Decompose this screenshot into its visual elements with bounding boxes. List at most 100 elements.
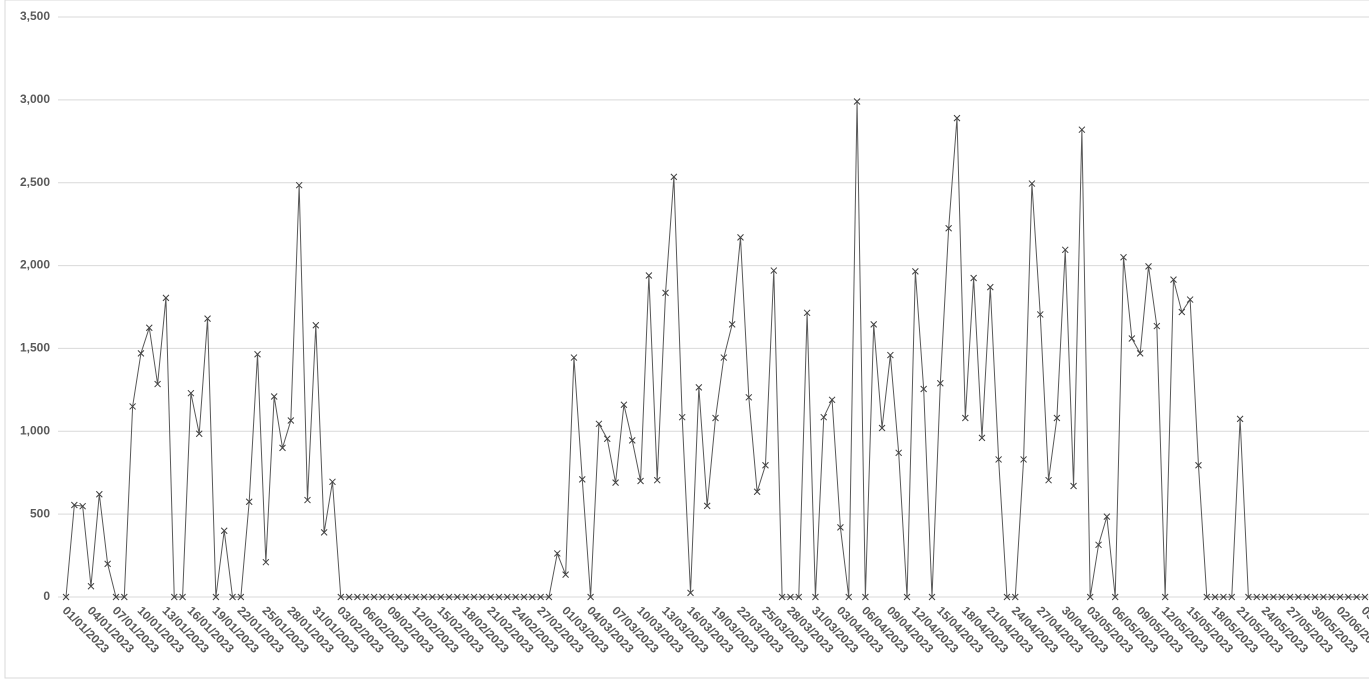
point-marker bbox=[953, 114, 961, 122]
point-marker bbox=[454, 593, 461, 601]
point-marker bbox=[254, 350, 261, 358]
point-marker bbox=[803, 309, 811, 317]
point-marker bbox=[1178, 308, 1186, 316]
point-marker bbox=[628, 437, 636, 444]
point-marker bbox=[212, 593, 220, 601]
point-marker bbox=[762, 461, 769, 469]
point-marker bbox=[312, 321, 320, 329]
point-marker bbox=[1270, 593, 1277, 601]
point-marker bbox=[1303, 593, 1311, 601]
point-marker bbox=[1295, 593, 1302, 601]
point-marker bbox=[870, 321, 878, 328]
point-marker bbox=[445, 593, 453, 601]
point-marker bbox=[137, 350, 145, 357]
point-marker bbox=[1336, 593, 1344, 601]
point-marker bbox=[237, 593, 245, 601]
point-marker bbox=[645, 272, 653, 279]
point-marker bbox=[279, 444, 286, 452]
point-marker bbox=[154, 380, 161, 388]
point-marker bbox=[845, 593, 853, 601]
point-marker bbox=[1328, 593, 1336, 601]
point-marker bbox=[1153, 322, 1161, 330]
point-marker bbox=[637, 477, 644, 485]
point-marker bbox=[1020, 456, 1027, 463]
point-marker bbox=[295, 181, 303, 189]
point-marker bbox=[170, 593, 178, 601]
point-marker bbox=[903, 593, 911, 601]
point-marker bbox=[270, 393, 278, 400]
point-marker bbox=[995, 456, 1002, 463]
point-marker bbox=[1045, 476, 1052, 484]
point-marker bbox=[920, 385, 928, 393]
point-marker bbox=[1245, 593, 1252, 601]
y-tick-label: 1,000 bbox=[20, 423, 50, 437]
point-marker bbox=[329, 478, 336, 486]
point-marker bbox=[695, 384, 703, 391]
point-marker bbox=[195, 430, 203, 438]
point-marker bbox=[911, 268, 919, 275]
y-tick-label: 2,000 bbox=[20, 258, 50, 272]
point-marker bbox=[1361, 593, 1369, 601]
y-tick-label: 3,500 bbox=[20, 9, 50, 23]
point-marker bbox=[1095, 541, 1102, 549]
point-marker bbox=[362, 593, 370, 601]
point-marker bbox=[387, 593, 395, 601]
point-marker bbox=[1253, 593, 1261, 601]
point-marker bbox=[853, 98, 861, 105]
point-marker bbox=[986, 283, 994, 291]
point-marker bbox=[95, 490, 103, 498]
point-marker bbox=[562, 571, 569, 578]
point-marker bbox=[1278, 593, 1286, 601]
point-marker bbox=[603, 435, 611, 443]
point-marker bbox=[878, 424, 886, 432]
point-marker bbox=[404, 593, 411, 601]
point-marker bbox=[1186, 296, 1194, 303]
point-marker bbox=[753, 488, 761, 496]
point-marker bbox=[1003, 593, 1011, 601]
point-marker bbox=[595, 420, 603, 428]
point-marker bbox=[745, 393, 753, 401]
y-tick-label: 0 bbox=[43, 589, 50, 603]
point-marker bbox=[1170, 276, 1177, 284]
point-marker bbox=[828, 396, 836, 404]
point-marker bbox=[1145, 263, 1152, 270]
point-marker bbox=[703, 502, 711, 510]
point-marker bbox=[778, 593, 786, 601]
point-marker bbox=[495, 593, 503, 601]
point-marker bbox=[978, 434, 986, 442]
point-marker bbox=[537, 593, 544, 601]
point-marker bbox=[1220, 593, 1227, 601]
point-marker bbox=[1111, 593, 1119, 601]
y-tick-label: 3,000 bbox=[20, 92, 50, 106]
point-marker bbox=[287, 417, 295, 424]
point-marker bbox=[862, 593, 869, 601]
point-marker bbox=[1320, 593, 1327, 601]
point-marker bbox=[887, 351, 894, 359]
point-marker bbox=[578, 475, 586, 483]
point-marker bbox=[120, 593, 128, 601]
point-marker bbox=[429, 593, 436, 601]
point-marker bbox=[1086, 593, 1094, 601]
point-marker bbox=[1311, 593, 1319, 601]
point-marker bbox=[1211, 593, 1219, 601]
point-marker bbox=[79, 502, 87, 510]
point-marker bbox=[437, 593, 445, 601]
point-marker bbox=[187, 389, 195, 397]
point-marker bbox=[945, 224, 953, 232]
point-marker bbox=[1161, 593, 1169, 601]
point-marker bbox=[1344, 593, 1352, 601]
point-marker bbox=[345, 593, 353, 601]
point-marker bbox=[462, 593, 470, 601]
point-marker bbox=[304, 496, 311, 504]
point-marker bbox=[1103, 513, 1111, 520]
point-marker bbox=[478, 593, 486, 601]
point-marker bbox=[503, 593, 511, 601]
point-marker bbox=[220, 527, 228, 535]
point-marker bbox=[395, 593, 403, 601]
point-marker bbox=[895, 449, 903, 457]
point-marker bbox=[1136, 350, 1144, 357]
point-marker bbox=[545, 593, 553, 601]
point-marker bbox=[612, 479, 619, 487]
point-marker bbox=[728, 321, 736, 328]
